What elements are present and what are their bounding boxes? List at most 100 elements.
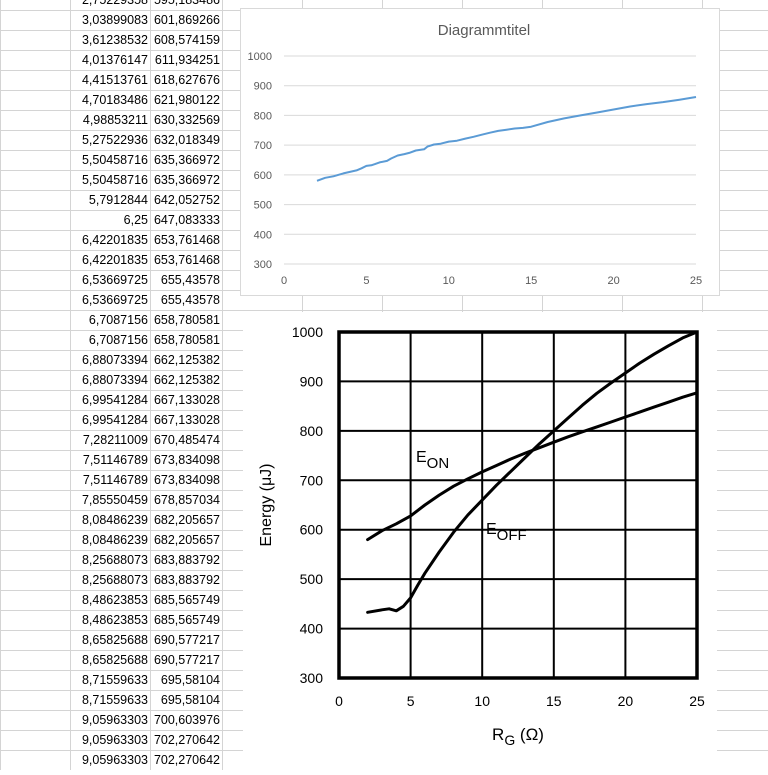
cell-col-a[interactable]: 8,48623853	[81, 613, 148, 627]
cell-col-b[interactable]: 702,270642	[153, 753, 220, 767]
cell-col-b[interactable]: 653,761468	[153, 233, 220, 247]
cell-col-a[interactable]: 8,25688073	[81, 573, 148, 587]
excel-x-tick-label: 5	[363, 275, 369, 287]
cell-col-b[interactable]: 618,627676	[153, 73, 220, 87]
excel-y-tick-label: 800	[254, 110, 272, 122]
cell-col-a[interactable]: 2,75229358	[81, 0, 148, 7]
cell-col-a[interactable]: 4,41513761	[81, 73, 148, 87]
cell-col-a[interactable]: 6,42201835	[81, 233, 148, 247]
cell-col-a[interactable]: 6,25	[123, 213, 148, 227]
cell-col-b[interactable]: 683,883792	[153, 573, 220, 587]
cell-col-a[interactable]: 5,7912844	[88, 193, 148, 207]
cell-col-b[interactable]: 595,183486	[153, 0, 220, 7]
cell-col-a[interactable]: 8,08486239	[81, 513, 148, 527]
cell-col-a[interactable]: 9,05963303	[81, 753, 148, 767]
cell-col-b[interactable]: 653,761468	[153, 253, 220, 267]
cell-col-a[interactable]: 7,51146789	[82, 473, 148, 487]
cell-col-a[interactable]: 6,42201835	[81, 253, 148, 267]
cell-col-b[interactable]: 690,577217	[153, 653, 220, 667]
ds-label-eon: EON	[416, 449, 449, 472]
cell-col-b[interactable]: 647,083333	[153, 213, 220, 227]
cell-col-a[interactable]: 8,25688073	[81, 553, 148, 567]
cell-col-b[interactable]: 655,43578	[160, 293, 220, 307]
cell-col-b[interactable]: 683,883792	[153, 553, 220, 567]
cell-col-b[interactable]: 682,205657	[153, 513, 220, 527]
ds-label-subscript: OFF	[497, 527, 527, 544]
ds-y-axis-label: Energy (μJ)	[258, 463, 275, 546]
cell-col-b[interactable]: 700,603976	[153, 713, 220, 727]
cell-col-b[interactable]: 695,58104	[160, 673, 220, 687]
cell-col-a[interactable]: 8,71559633	[81, 693, 148, 707]
cell-col-a[interactable]: 6,53669725	[81, 273, 148, 287]
cell-col-a[interactable]: 4,98853211	[82, 113, 148, 127]
excel-y-tick-label: 400	[254, 229, 272, 241]
cell-col-b[interactable]: 658,780581	[153, 333, 220, 347]
cell-col-a[interactable]: 6,53669725	[81, 293, 148, 307]
cell-col-a[interactable]: 8,08486239	[81, 533, 148, 547]
cell-col-a[interactable]: 7,85550459	[81, 493, 148, 507]
cell-col-a[interactable]: 8,71559633	[81, 673, 148, 687]
cell-col-b[interactable]: 635,366972	[153, 173, 220, 187]
cell-col-a[interactable]: 6,99541284	[81, 413, 148, 427]
cell-col-a[interactable]: 4,70183486	[81, 93, 148, 107]
cell-col-b[interactable]: 685,565749	[153, 593, 220, 607]
datasheet-chart-plot: 300 400 500 600 700 800 900 1000 0 5 10 15 20 25 EON EO…	[258, 324, 705, 748]
excel-chart[interactable]: Diagrammtitel 300 400 500 600 700 800 900 1000 0…	[240, 8, 720, 296]
cell-col-b[interactable]: 601,869266	[153, 13, 220, 27]
ds-x-axis-unit: (Ω)	[515, 725, 544, 744]
cell-col-a[interactable]: 6,88073394	[81, 353, 148, 367]
excel-chart-plot: Diagrammtitel 300 400 500 600 700 800 900 1000 0…	[248, 22, 703, 287]
cell-col-b[interactable]: 702,270642	[153, 733, 220, 747]
cell-col-b[interactable]: 673,834098	[153, 453, 220, 467]
cell-col-a[interactable]: 9,05963303	[81, 733, 148, 747]
cell-col-b[interactable]: 658,780581	[153, 313, 220, 327]
cell-col-b[interactable]: 608,574159	[153, 33, 220, 47]
cell-col-b[interactable]: 682,205657	[153, 533, 220, 547]
cell-col-b[interactable]: 655,43578	[160, 273, 220, 287]
cell-col-b[interactable]: 673,834098	[153, 473, 220, 487]
cell-col-a[interactable]: 8,65825688	[81, 633, 148, 647]
cell-col-b[interactable]: 695,58104	[160, 693, 220, 707]
excel-y-tick-label: 500	[254, 200, 272, 212]
cell-col-a[interactable]: 8,65825688	[81, 653, 148, 667]
cell-col-b[interactable]: 667,133028	[153, 413, 220, 427]
cell-col-a[interactable]: 7,28211009	[82, 433, 148, 447]
cell-col-b[interactable]: 642,052752	[153, 193, 220, 207]
cell-col-b[interactable]: 632,018349	[153, 133, 220, 147]
ds-y-tick-label: 600	[300, 522, 324, 538]
cell-col-a[interactable]: 3,03899083	[81, 13, 148, 27]
excel-x-tick-label: 10	[443, 275, 455, 287]
cell-col-b[interactable]: 685,565749	[153, 613, 220, 627]
cell-col-a[interactable]: 3,61238532	[81, 33, 148, 47]
excel-y-tick-label: 1000	[248, 51, 272, 63]
cell-col-b[interactable]: 662,125382	[153, 353, 220, 367]
cell-col-a[interactable]: 8,48623853	[81, 593, 148, 607]
cell-col-b[interactable]: 621,980122	[153, 93, 220, 107]
cell-col-b[interactable]: 611,934251	[154, 53, 220, 67]
cell-col-a[interactable]: 6,7087156	[88, 333, 148, 347]
cell-col-a[interactable]: 5,50458716	[81, 173, 148, 187]
cell-col-a[interactable]: 6,7087156	[88, 313, 148, 327]
cell-col-b[interactable]: 635,366972	[153, 153, 220, 167]
excel-x-tick-label: 0	[281, 275, 287, 287]
cell-col-a[interactable]: 9,05963303	[81, 713, 148, 727]
ds-x-tick-label: 10	[474, 693, 490, 709]
cell-col-a[interactable]: 6,88073394	[81, 373, 148, 387]
cell-col-b[interactable]: 630,332569	[153, 113, 220, 127]
cell-col-b[interactable]: 662,125382	[153, 373, 220, 387]
excel-series-line	[316, 96, 697, 182]
ds-series-eoff	[366, 330, 699, 614]
cell-col-b[interactable]: 670,485474	[153, 433, 220, 447]
cell-col-a[interactable]: 6,99541284	[81, 393, 148, 407]
excel-y-tick-label: 700	[254, 140, 272, 152]
cell-col-b[interactable]: 667,133028	[153, 393, 220, 407]
cell-col-b[interactable]: 678,857034	[153, 493, 220, 507]
excel-chart-title: Diagrammtitel	[438, 22, 531, 39]
cell-col-a[interactable]: 5,50458716	[81, 153, 148, 167]
cell-col-a[interactable]: 4,01376147	[81, 53, 148, 67]
cell-col-b[interactable]: 690,577217	[153, 633, 220, 647]
cell-col-a[interactable]: 5,27522936	[81, 133, 148, 147]
cell-col-a[interactable]: 7,51146789	[82, 453, 148, 467]
ds-y-tick-label: 700	[300, 472, 324, 488]
ds-y-tick-label: 500	[300, 571, 324, 587]
